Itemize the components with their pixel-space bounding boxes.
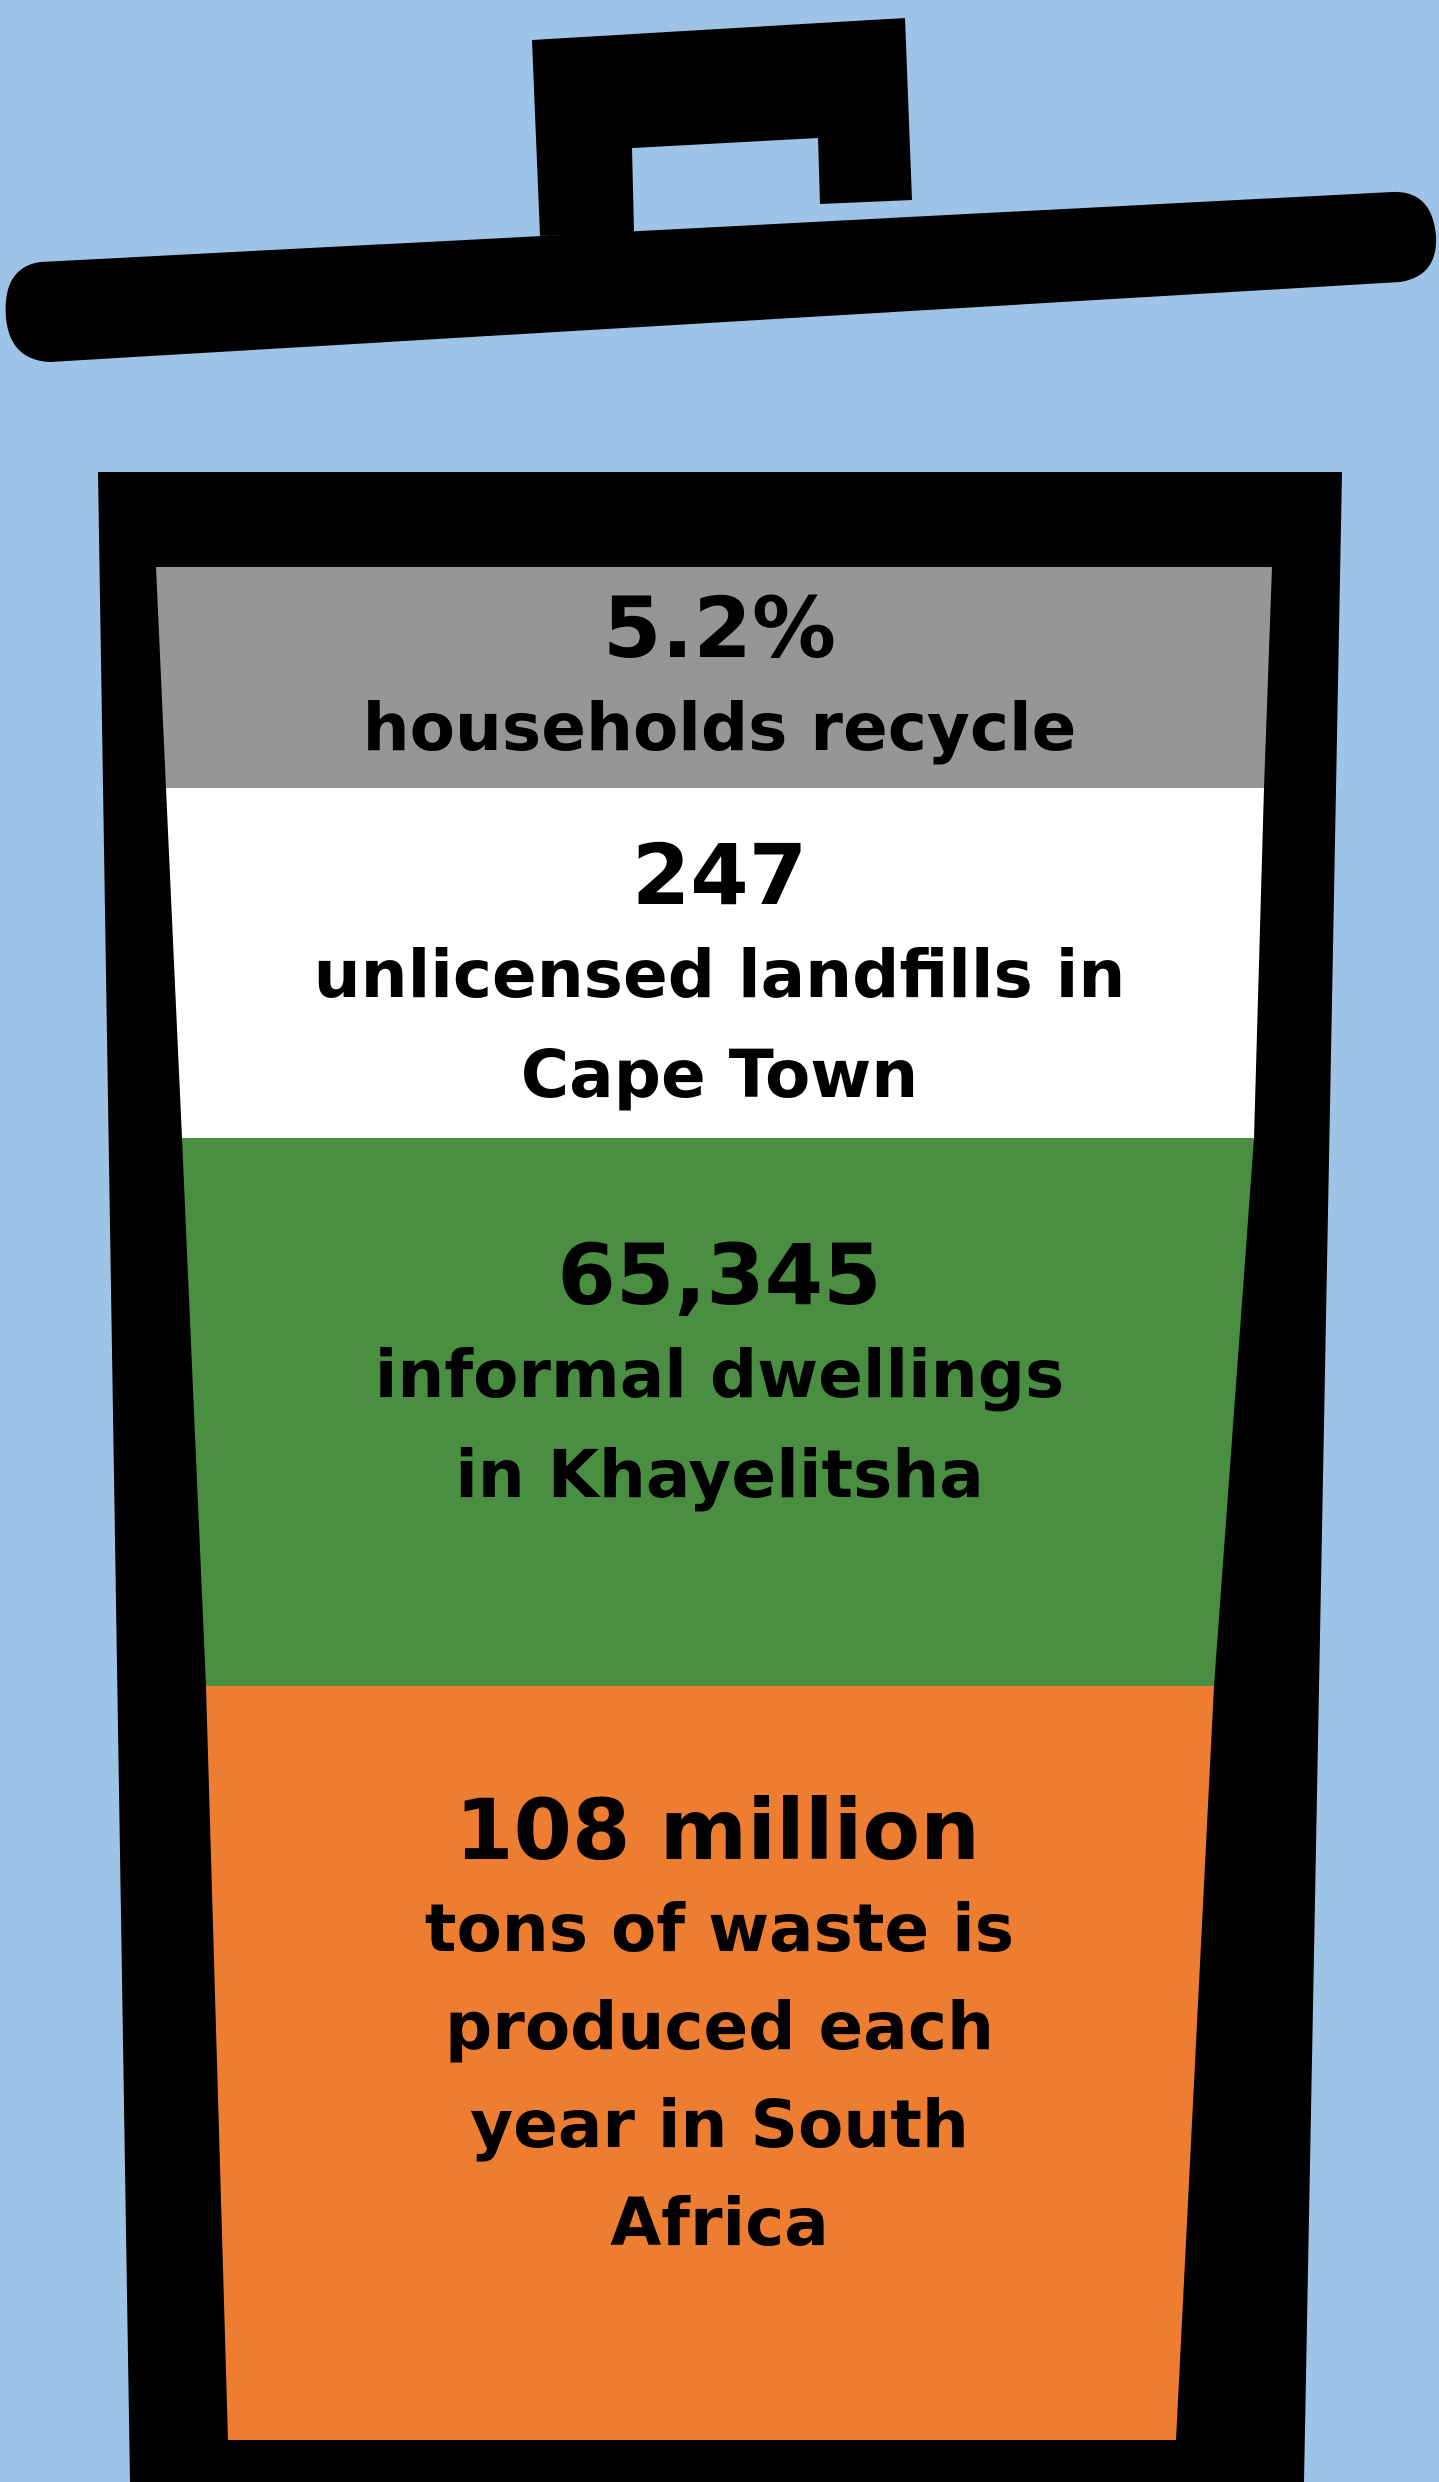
stat-figure: 247	[631, 826, 808, 924]
stat-description: tons of waste is produced each year in S…	[424, 1890, 1015, 2261]
bin-lid-handle	[532, 18, 912, 236]
stat-figure: 5.2%	[603, 579, 836, 677]
bin-lid-bar	[5, 191, 1437, 362]
stat-figure: 108 million	[455, 1781, 980, 1879]
layer-dwellings-fill	[182, 1138, 1254, 1686]
layer-recycle-fill	[156, 567, 1272, 788]
layer-waste-fill	[206, 1686, 1214, 2440]
stat-dwellings: 65,345 informal dwellings in Khayelitsha	[0, 1225, 1439, 1525]
stat-description: unlicensed landfills in Cape Town	[313, 936, 1126, 1113]
stat-description: households recycle	[362, 689, 1077, 766]
layer-landfills-fill	[166, 788, 1264, 1138]
stat-recycle: 5.2% households recycle	[0, 578, 1439, 778]
stat-waste: 108 million tons of waste is produced ea…	[0, 1780, 1439, 2272]
stat-description: informal dwellings in Khayelitsha	[374, 1336, 1065, 1513]
stat-landfills: 247 unlicensed landfills in Cape Town	[0, 825, 1439, 1125]
stat-figure: 65,345	[557, 1226, 882, 1324]
